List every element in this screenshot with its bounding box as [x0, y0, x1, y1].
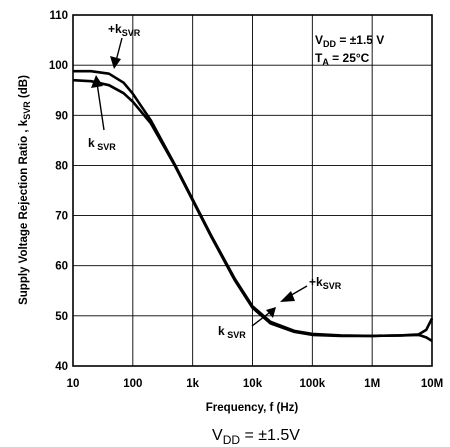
condition-vdd-rest: = ±1.5 V	[336, 33, 384, 47]
condition-vdd-sub: DD	[323, 39, 336, 49]
annotation-main: k	[88, 136, 95, 150]
plot-frame	[72, 14, 433, 367]
condition-vdd: VDD = ±1.5 V	[315, 33, 384, 49]
caption-main: V	[212, 427, 223, 444]
y-tick-label: 70	[55, 211, 68, 223]
x-axis-title: Frequency, f (Hz)	[206, 402, 299, 414]
annotation-main: +k	[108, 22, 122, 36]
curve-ksvr	[72, 78, 433, 343]
annotation-ksvr-bottom: k SVR	[218, 324, 246, 340]
y-tick-label: 100	[49, 60, 68, 72]
arrowhead	[280, 291, 295, 302]
y-axis-title-unit: (dB)	[18, 75, 30, 101]
grid-lines	[72, 14, 433, 367]
y-tick-label: 110	[49, 10, 68, 22]
x-tick-label: 10	[67, 378, 80, 390]
condition-ta-main: T	[315, 51, 323, 65]
annotation-main: +k	[309, 275, 323, 289]
y-tick-label: 90	[55, 110, 68, 122]
annotation-pos-ksvr-top: +kSVR	[108, 22, 141, 38]
condition-ta: TA = 25°C	[315, 51, 370, 67]
annotation-sub: SVR	[225, 330, 247, 340]
condition-vdd-main: V	[315, 33, 323, 47]
annotation-sub: SVR	[122, 28, 141, 38]
arrow-pos-ksvr-top	[115, 37, 123, 62]
y-axis-title-main: Supply Voltage Rejection Ratio , k	[18, 119, 30, 305]
x-tick-labels: 10 100 1k 10k 100k 1M 10M	[67, 378, 444, 390]
y-tick-label: 60	[55, 261, 68, 273]
caption-sub: DD	[223, 433, 241, 447]
x-tick-label: 10M	[421, 378, 443, 390]
x-tick-label: 1k	[186, 378, 199, 390]
y-tick-label: 50	[55, 311, 68, 323]
arrowhead	[91, 75, 103, 88]
annotation-sub: SVR	[323, 281, 342, 291]
arrowhead	[266, 307, 276, 318]
condition-ta-sub: A	[322, 57, 329, 67]
annotation-pos-ksvr-bottom: +kSVR	[309, 275, 342, 291]
curves	[72, 69, 434, 343]
y-tick-label: 40	[55, 361, 68, 373]
figure-caption: VDD = ±1.5V	[212, 427, 300, 447]
arrow-ksvr-bottom	[251, 312, 270, 327]
caption-rest: = ±1.5V	[240, 427, 300, 444]
annotation-main: k	[218, 324, 225, 338]
x-tick-label: 10k	[243, 378, 263, 390]
annotation-ksvr-top: k SVR	[88, 136, 116, 152]
x-tick-label: 1M	[364, 378, 380, 390]
y-tick-labels: 40 50 60 70 80 90 100 110	[49, 10, 68, 373]
x-tick-label: 100	[123, 378, 142, 390]
y-axis-title: Supply Voltage Rejection Ratio , kSVR (d…	[18, 75, 32, 305]
arrowhead	[110, 56, 121, 69]
condition-ta-rest: = 25°C	[329, 51, 370, 65]
annotation-arrows	[91, 37, 308, 327]
y-axis-title-sub: SVR	[22, 101, 32, 120]
x-tick-label: 100k	[300, 378, 326, 390]
y-tick-label: 80	[55, 160, 68, 172]
annotation-sub: SVR	[95, 142, 117, 152]
arrow-ksvr-top	[96, 82, 105, 131]
